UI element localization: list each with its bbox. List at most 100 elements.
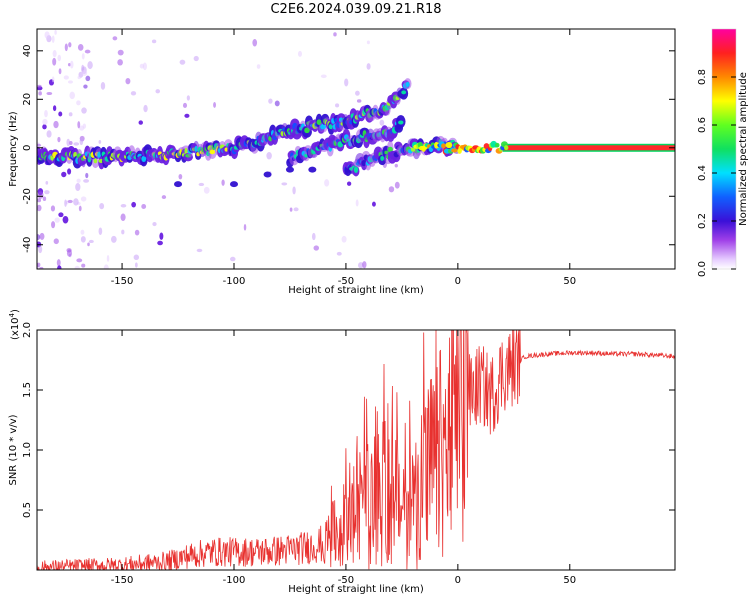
spectrogram-speckle xyxy=(37,234,41,241)
spectrogram-speckle xyxy=(39,266,44,269)
spectrogram-speckle xyxy=(268,98,273,104)
snr-y-axis-label: SNR (10 * v/v) xyxy=(8,414,19,485)
spectrogram-speckle xyxy=(196,248,203,253)
spectrogram-x-tick-label: -150 xyxy=(111,276,134,287)
spectrogram-speckle xyxy=(394,163,398,168)
spectrogram-speckle xyxy=(243,224,247,231)
spectrogram-branch-point xyxy=(353,166,359,174)
snr-x-tick-label: -150 xyxy=(111,575,134,586)
spectrogram-speckle xyxy=(68,42,72,48)
spectrogram-speckle xyxy=(184,113,190,118)
spectrogram-branch-point xyxy=(224,147,229,152)
spectrogram-speckle xyxy=(320,74,327,79)
spectrogram-speckle xyxy=(99,202,105,210)
spectrogram-speckle xyxy=(75,183,81,191)
spectrogram-speckle xyxy=(98,140,102,144)
spectrogram-speckle xyxy=(289,207,293,212)
colorbar-ticks: 0.0 0.2 0.4 0.6 0.8 xyxy=(697,69,736,277)
spectrogram-speckle xyxy=(394,181,400,189)
snr-x-tick-label: -100 xyxy=(223,575,246,586)
spectrogram-x-ticks: -150 -100 -50 0 50 xyxy=(111,29,576,287)
spectrogram-speckle xyxy=(87,61,93,70)
spectrogram-speckle xyxy=(64,199,67,207)
spectrogram-branch-point xyxy=(398,120,404,125)
spectrogram-speckle xyxy=(37,262,41,268)
spectrogram-speckle xyxy=(313,245,320,251)
spectrogram-isolated-blob xyxy=(308,166,317,173)
spectrogram-speckle xyxy=(281,182,288,186)
spectrogram-branch-point xyxy=(209,149,216,155)
snr-series-line xyxy=(37,330,675,570)
spectrogram-carrier-point xyxy=(504,145,509,151)
spectrogram-speckle xyxy=(78,205,82,212)
spectrogram-speckle xyxy=(51,76,55,83)
spectrogram-speckle xyxy=(77,121,81,129)
spectrogram-speckle xyxy=(80,236,86,243)
spectrogram-speckle xyxy=(76,100,81,106)
spectrogram-carrier-line xyxy=(502,145,675,151)
spectrogram-y-ticks: -40 -20 0 20 40 xyxy=(22,44,675,253)
spectrogram-speckle xyxy=(42,196,47,201)
colorbar-frame xyxy=(711,28,737,270)
spectrogram-speckle xyxy=(37,143,42,147)
spectrogram-speckle xyxy=(103,264,109,269)
spectrogram-speckle xyxy=(67,199,73,204)
spectrogram-isolated-blob xyxy=(285,166,294,173)
spectrogram-speckle xyxy=(336,251,342,256)
spectrogram-y-tick-label: -20 xyxy=(22,188,33,204)
spectrogram-speckle xyxy=(159,232,164,240)
spectrogram-speckle xyxy=(139,63,145,69)
spectrogram-x-tick-label: -50 xyxy=(338,276,354,287)
spectrogram-speckle xyxy=(117,49,124,56)
spectrogram-speckle xyxy=(69,91,75,100)
spectrogram-speckle xyxy=(117,59,123,66)
snr-x-tick-label: -50 xyxy=(338,575,354,586)
spectrogram-speckle xyxy=(324,179,330,187)
spectrogram-speckle xyxy=(44,190,50,195)
spectrogram-speckle xyxy=(333,32,337,37)
spectrogram-speckle xyxy=(134,229,140,236)
spectrogram-speckle xyxy=(37,191,44,199)
spectrogram-speckle xyxy=(193,55,199,62)
spectrogram-speckle xyxy=(112,36,118,41)
snr-x-ticks: -150 -100 -50 0 50 xyxy=(111,330,576,586)
spectrogram-branch-point xyxy=(304,153,308,158)
snr-panel: -150 -100 -50 0 50 0.5 1.0 1.5 2.0 Height of st… xyxy=(8,309,676,595)
spectrogram-speckle xyxy=(53,238,59,245)
spectrogram-speckle xyxy=(266,152,272,160)
spectrogram-speckle xyxy=(186,95,190,101)
spectrogram-speckle xyxy=(362,261,367,269)
spectrogram-speckle xyxy=(179,59,186,65)
spectrogram-speckle xyxy=(121,229,125,235)
spectrogram-branch-point xyxy=(316,119,322,125)
spectrogram-speckle xyxy=(46,130,52,138)
spectrogram-x-tick-label: 50 xyxy=(563,276,576,287)
snr-y-tick-label: 2.0 xyxy=(22,322,33,338)
spectrogram-speckle xyxy=(79,138,84,146)
spectrogram-speckle xyxy=(293,207,299,212)
spectrogram-speckle xyxy=(45,180,49,185)
spectrogram-y-tick-label: 0 xyxy=(22,145,33,151)
spectrogram-speckle xyxy=(143,104,148,113)
spectrogram-speckle xyxy=(42,124,47,130)
spectrogram-speckle xyxy=(81,263,86,268)
spectrogram-speckle xyxy=(62,215,69,224)
spectrogram-speckle xyxy=(67,62,71,67)
spectrogram-y-tick-label: 20 xyxy=(22,93,33,106)
chart-title: C2E6.2024.039.09.21.R18 xyxy=(270,2,442,17)
spectrogram-speckle xyxy=(133,254,140,261)
spectrogram-speckle xyxy=(52,57,57,66)
spectrogram-speckle xyxy=(37,198,42,203)
spectrogram-carrier-point xyxy=(410,147,416,152)
spectrogram-speckle xyxy=(52,50,57,58)
colorbar-gradient xyxy=(712,29,736,269)
spectrogram-speckle xyxy=(366,63,371,70)
spectrogram-carrier-point xyxy=(445,141,453,149)
spectrogram-speckle xyxy=(252,38,258,47)
spectrogram-speckle xyxy=(50,205,56,212)
snr-y-tick-label: 1.5 xyxy=(22,382,33,398)
spectrogram-speckle xyxy=(81,69,88,77)
spectrogram-speckle xyxy=(161,195,167,200)
spectrogram-speckle xyxy=(52,105,57,112)
spectrogram-speckle xyxy=(73,198,79,206)
